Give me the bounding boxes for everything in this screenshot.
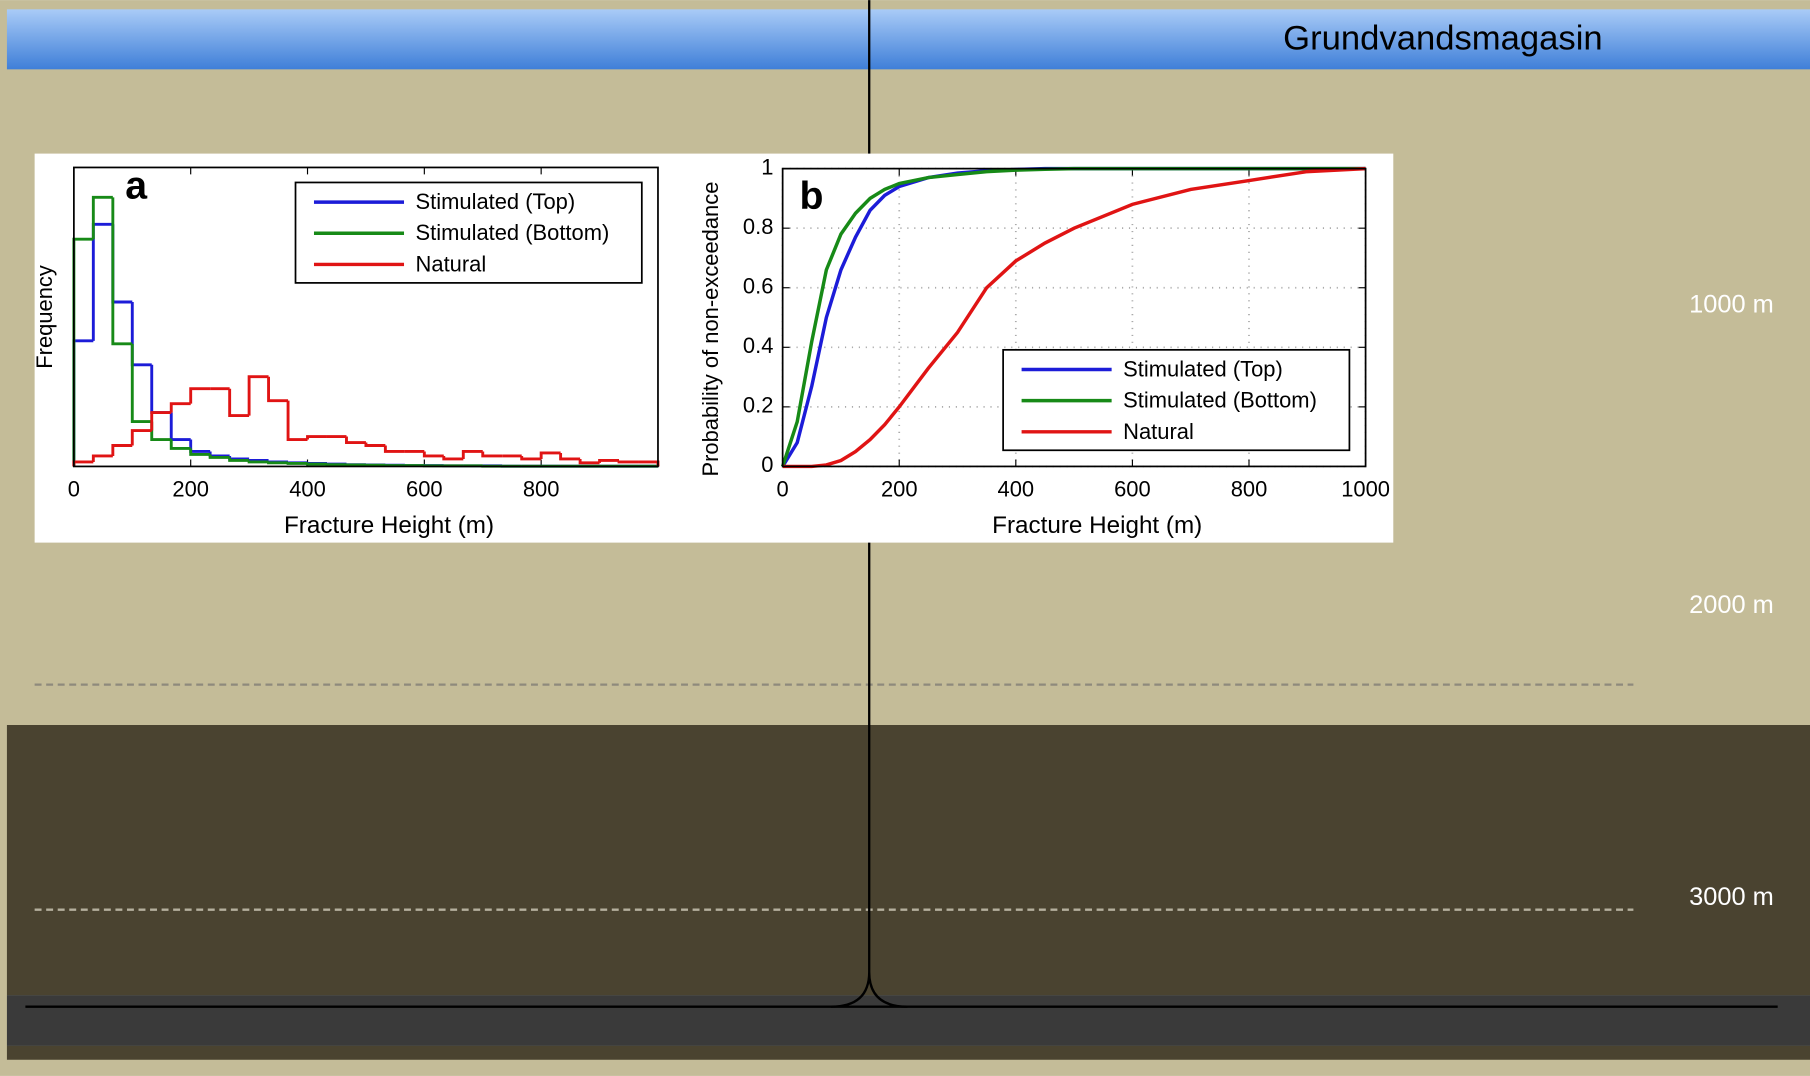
x-tick-label: 0 bbox=[68, 476, 80, 501]
x-axis-label: Fracture Height (m) bbox=[284, 512, 494, 539]
depth-label: 2000 m bbox=[1689, 591, 1774, 619]
histogram-step bbox=[228, 457, 250, 462]
x-tick-label: 200 bbox=[881, 476, 918, 501]
depth-label: 3000 m bbox=[1689, 883, 1774, 911]
x-tick-label: 800 bbox=[1231, 476, 1268, 501]
deep-layer bbox=[6, 725, 1810, 996]
x-tick-label: 400 bbox=[998, 476, 1035, 501]
histogram-step bbox=[91, 195, 113, 240]
y-axis-label: Frequency bbox=[32, 265, 57, 369]
histogram-step bbox=[247, 458, 269, 462]
y-tick-label: 0.8 bbox=[743, 214, 773, 239]
cdf-line bbox=[782, 166, 1366, 469]
panel-label: b bbox=[800, 174, 824, 218]
histogram-step bbox=[286, 461, 308, 465]
histogram-step bbox=[598, 459, 620, 463]
y-axis-label: Probability of non-exceedance bbox=[698, 182, 723, 477]
x-tick-label: 600 bbox=[406, 476, 443, 501]
plot-frame bbox=[781, 167, 1367, 468]
x-tick-label: 0 bbox=[777, 476, 789, 501]
histogram-step bbox=[169, 439, 191, 450]
legend-label: Stimulated (Top) bbox=[416, 189, 576, 214]
x-tick-label: 1000 bbox=[1341, 476, 1390, 501]
histogram-step bbox=[559, 452, 581, 461]
histogram-step bbox=[267, 461, 289, 465]
histogram-step bbox=[130, 343, 152, 424]
histogram-step bbox=[325, 463, 347, 467]
histogram-step bbox=[364, 442, 386, 447]
histogram-step bbox=[306, 435, 327, 440]
x-tick-label: 200 bbox=[172, 476, 209, 501]
legend-label: Natural bbox=[416, 251, 487, 276]
histogram-step bbox=[189, 387, 211, 404]
histogram-step bbox=[189, 448, 211, 456]
header-band bbox=[6, 9, 1810, 70]
histogram-step bbox=[617, 460, 639, 464]
x-tick-label: 400 bbox=[289, 476, 326, 501]
histogram-step bbox=[442, 455, 464, 461]
depth-label: 1000 m bbox=[1689, 291, 1774, 319]
slide-title: Grundvandsmagasin bbox=[1283, 20, 1603, 58]
histogram-step bbox=[422, 451, 444, 458]
histogram-step bbox=[111, 444, 133, 456]
histogram-step bbox=[578, 458, 600, 465]
histogram-step bbox=[286, 400, 308, 441]
bottom-layer bbox=[6, 1045, 1810, 1060]
histogram-step bbox=[345, 436, 366, 444]
panel-label: a bbox=[125, 164, 148, 208]
legend-label: Stimulated (Bottom) bbox=[416, 220, 610, 245]
histogram-step bbox=[130, 429, 152, 446]
histogram-step bbox=[481, 451, 503, 458]
histogram-step bbox=[208, 454, 230, 459]
figure-panel bbox=[34, 153, 1394, 543]
y-tick-label: 0 bbox=[761, 452, 773, 477]
histogram-step bbox=[461, 450, 483, 459]
shale-layer bbox=[6, 995, 1810, 1046]
histogram-step bbox=[306, 462, 327, 466]
histogram-step bbox=[150, 411, 172, 431]
x-tick-label: 600 bbox=[1114, 476, 1151, 501]
legend-label: Stimulated (Bottom) bbox=[1123, 388, 1317, 413]
histogram-step bbox=[169, 402, 191, 413]
histogram-step bbox=[111, 197, 133, 346]
histogram-step bbox=[539, 451, 561, 459]
histogram-step bbox=[267, 376, 289, 403]
y-tick-label: 1 bbox=[761, 154, 773, 179]
x-axis-label: Fracture Height (m) bbox=[992, 512, 1202, 539]
histogram-step bbox=[228, 388, 250, 418]
histogram-step bbox=[520, 455, 542, 461]
y-tick-label: 0.2 bbox=[743, 393, 773, 418]
y-tick-label: 0.4 bbox=[743, 333, 773, 358]
legend-label: Stimulated (Top) bbox=[1123, 356, 1283, 381]
histogram-step bbox=[383, 445, 405, 453]
y-tick-label: 0.6 bbox=[743, 274, 773, 299]
legend-label: Natural bbox=[1123, 419, 1194, 444]
histogram-step bbox=[247, 375, 269, 416]
histogram-step bbox=[247, 460, 269, 464]
plot-frame bbox=[73, 166, 659, 468]
histogram-step bbox=[91, 454, 113, 462]
x-tick-label: 800 bbox=[523, 476, 560, 501]
